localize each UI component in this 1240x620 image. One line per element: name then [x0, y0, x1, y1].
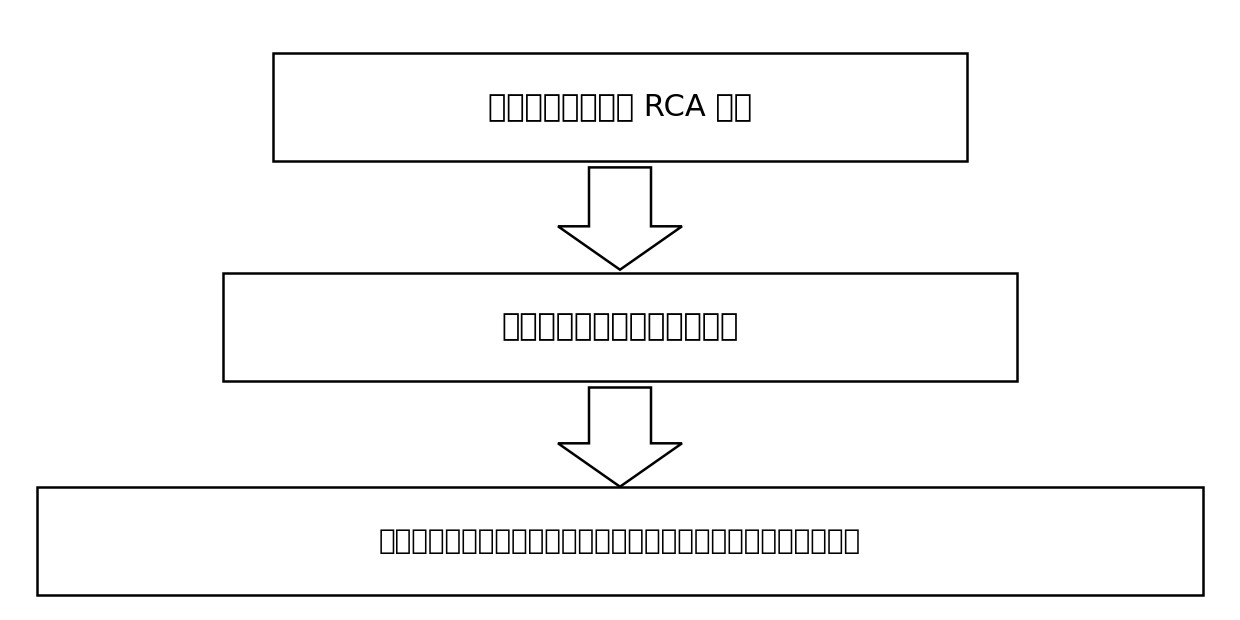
- Text: 在半导体表面制备掺杂物质膜: 在半导体表面制备掺杂物质膜: [501, 312, 739, 342]
- Bar: [273, 53, 967, 161]
- Text: 加热半导体并用飞秒激光辐照加热的半导体表面的掺杂物质膜区域: 加热半导体并用飞秒激光辐照加热的半导体表面的掺杂物质膜区域: [379, 527, 861, 555]
- Text: 选取半导体晶片并 RCA 清洗: 选取半导体晶片并 RCA 清洗: [489, 92, 751, 122]
- Bar: [223, 273, 1017, 381]
- Bar: [37, 487, 1203, 595]
- Polygon shape: [558, 167, 682, 270]
- Polygon shape: [558, 388, 682, 487]
